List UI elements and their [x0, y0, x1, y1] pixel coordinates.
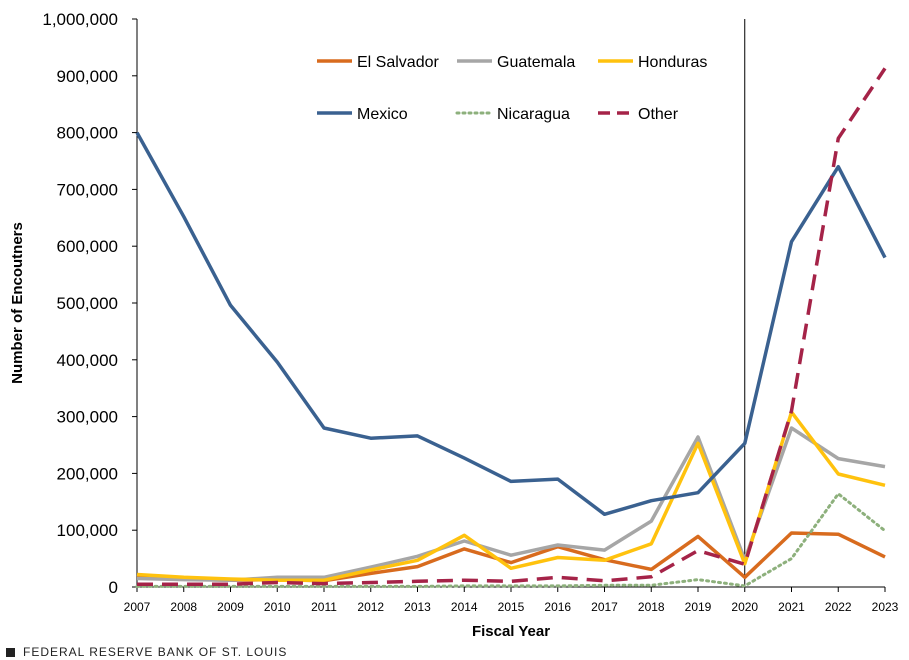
y-axis: 0 100,000 200,000 300,000 400,000 500,000 600,… [42, 10, 138, 597]
legend: El Salvador Guatemala Honduras Mexico Nicara… [317, 54, 707, 123]
legend-label: Honduras [638, 54, 707, 71]
x-tick-label: 2010 [264, 600, 291, 614]
y-tick-label: 600,000 [57, 237, 118, 256]
x-tick-label: 2020 [731, 600, 758, 614]
x-tick-label: 2007 [124, 600, 151, 614]
legend-label: Mexico [357, 106, 408, 123]
series-line-guatemala [136, 426, 886, 582]
x-tick-label: 2023 [872, 600, 899, 614]
x-tick-label: 2018 [638, 600, 665, 614]
x-tick-label: 2008 [170, 600, 197, 614]
legend-label: Other [638, 106, 679, 123]
y-tick-label: 900,000 [57, 67, 118, 86]
y-tick-label: 700,000 [57, 180, 118, 199]
y-tick-label: 800,000 [57, 124, 118, 143]
y-tick-label: 400,000 [57, 351, 118, 370]
x-tick-label: 2019 [685, 600, 712, 614]
footer-square-icon [6, 647, 15, 657]
legend-item-el-salvador: El Salvador [317, 54, 439, 71]
legend-item-guatemala: Guatemala [457, 54, 575, 71]
footer: FEDERAL RESERVE BANK OF ST. LOUIS [6, 645, 287, 659]
legend-label: Nicaragua [497, 106, 570, 123]
x-tick-label: 2013 [404, 600, 431, 614]
x-tick-label: 2022 [825, 600, 852, 614]
y-tick-label: 300,000 [57, 408, 118, 427]
legend-item-mexico: Mexico [317, 106, 408, 123]
x-tick-label: 2014 [451, 600, 478, 614]
x-tick-label: 2012 [357, 600, 384, 614]
legend-label: El Salvador [357, 54, 439, 71]
x-tick-label: 2011 [311, 600, 337, 614]
series-line-nicaragua [135, 492, 887, 588]
line-chart: 0 100,000 200,000 300,000 400,000 500,000 600,… [9, 10, 899, 640]
y-tick-label: 100,000 [57, 521, 118, 540]
x-tick-label: 2016 [544, 600, 571, 614]
y-tick-label: 1,000,000 [42, 10, 118, 29]
x-tick-label: 2017 [591, 600, 618, 614]
series-line-mexico [135, 131, 887, 517]
y-tick-label: 500,000 [57, 294, 118, 313]
x-tick-label: 2015 [498, 600, 525, 614]
y-tick-label: 200,000 [57, 464, 118, 483]
footer-source-label: FEDERAL RESERVE BANK OF ST. LOUIS [23, 645, 288, 659]
legend-item-nicaragua: Nicaragua [455, 106, 570, 123]
x-axis: 2007 2008 2009 2010 2011 2012 2013 2014 2015 2016… [124, 586, 899, 614]
legend-item-honduras: Honduras [598, 54, 707, 71]
x-tick-label: 2021 [778, 600, 805, 614]
series-line-honduras [136, 410, 886, 582]
legend-label: Guatemala [497, 54, 575, 71]
y-tick-label: 0 [109, 578, 118, 597]
legend-item-other: Other [598, 106, 679, 123]
x-axis-title: Fiscal Year [472, 623, 550, 640]
x-tick-label: 2009 [217, 600, 244, 614]
series-layer [135, 67, 887, 588]
y-axis-title: Number of Encoutners [9, 222, 26, 384]
